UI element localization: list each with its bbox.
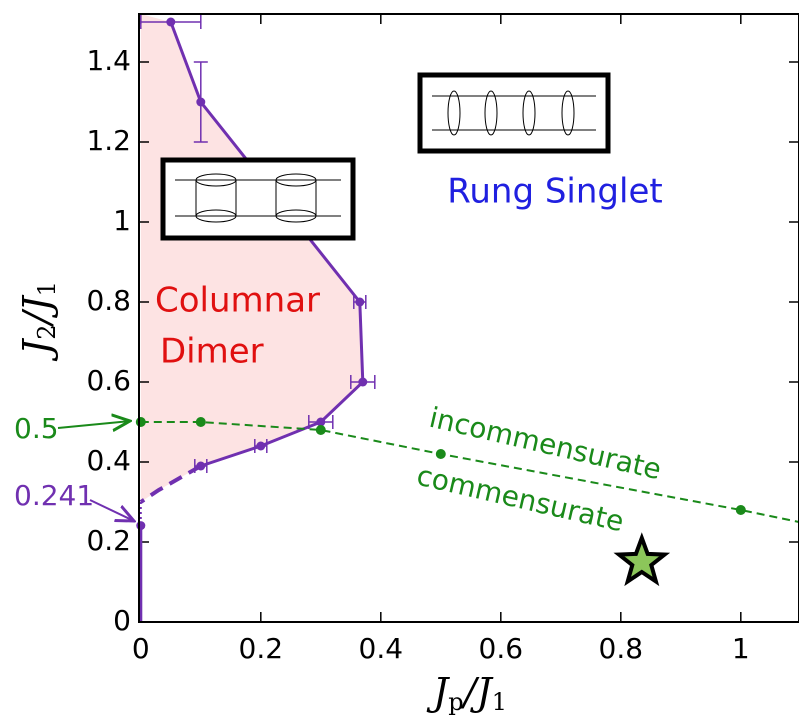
y-tick-label: 1.4 <box>86 44 131 77</box>
phase-label: Rung Singlet <box>447 172 662 212</box>
inset-rung <box>420 75 608 151</box>
x-tick-label: 0.4 <box>359 632 404 665</box>
y-tick-label: 1.2 <box>86 124 131 157</box>
boundary-point <box>256 442 265 451</box>
phase-label: Dimer <box>160 332 264 372</box>
crossover-point <box>196 417 206 427</box>
star-marker <box>619 538 665 581</box>
x-tick-label: 0.8 <box>599 632 644 665</box>
y-tick-label: 0.8 <box>86 284 131 317</box>
boundary-point <box>166 18 175 27</box>
y-tick-label: 0.4 <box>86 444 131 477</box>
y-tick-label: 1 <box>113 204 131 237</box>
chart: 0 0.2 0.4 0.6 0.8 1 0 0.2 0.4 0.6 0.8 1 1.2 1.4 Rung … <box>0 0 799 722</box>
x-tick-label: 0.6 <box>479 632 524 665</box>
boundary-point <box>136 521 145 530</box>
x-tick-label: 0 <box>132 632 150 665</box>
inset-columnar <box>163 160 353 238</box>
boundary-point <box>355 298 364 307</box>
x-axis-label: Jp/J1 <box>426 670 507 716</box>
annotation-arrow <box>58 421 130 428</box>
annotation-arrow <box>90 500 134 521</box>
y-tick-label: 0 <box>113 604 131 637</box>
boundary-point <box>196 462 205 471</box>
x-tick-label: 1 <box>732 632 750 665</box>
y-tick-label: 0.2 <box>86 524 131 557</box>
x-tick-label: 0.2 <box>239 632 284 665</box>
value-annotation: 0.5 <box>14 412 59 445</box>
crossover-point <box>436 449 446 459</box>
boundary-point <box>358 378 367 387</box>
boundary-point <box>196 98 205 107</box>
value-annotation: 0.241 <box>14 479 94 512</box>
y-tick-label: 0.6 <box>86 364 131 397</box>
crossover-point <box>316 425 326 435</box>
crossover-point <box>136 417 146 427</box>
y-axis-label: J2/J1 <box>15 281 61 362</box>
crossover-point <box>736 505 746 515</box>
phase-label: Columnar <box>155 281 320 321</box>
